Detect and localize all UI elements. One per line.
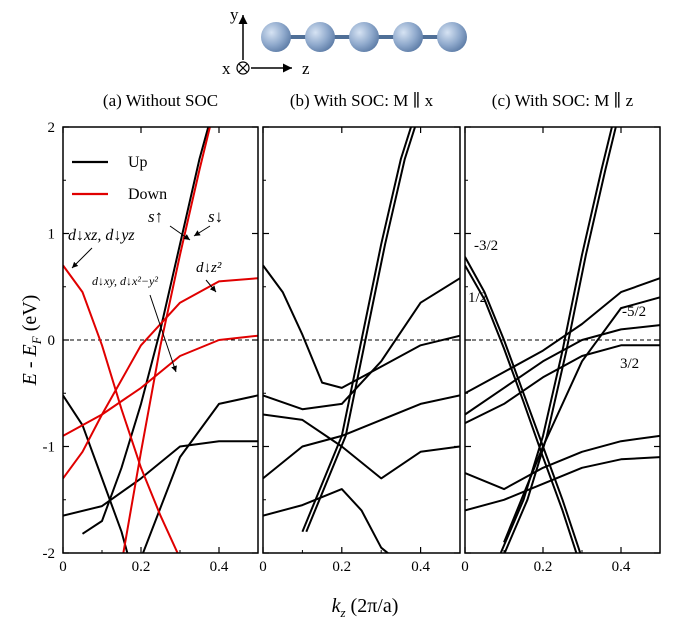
y-axis-label-sub: F [29,335,44,345]
x-tick-label: 0.2 [132,559,151,575]
panels: (a) Without SOC 0 0.2 0.4 -2 -1 0 1 2 Up Down d↓xz,… [43,91,661,575]
inset-x-axis-symbol [236,61,250,75]
chart-panel: (b) With SOC: M ∥ x 0 0.2 0.4 [259,91,461,575]
band-line [503,296,660,543]
x-tick-label: 0 [461,559,469,575]
panel-title: (b) With SOC: M ∥ x [290,91,434,110]
x-axis-label: kz (2π/a) [332,595,399,620]
y-axis-label-main: E - E [19,344,41,386]
x-tick-label: 0 [59,559,67,575]
band-line [465,434,660,491]
annotation-arrow [71,247,93,269]
spin-label: -5/2 [622,304,646,320]
y-axis-label-rest: (eV) [19,295,41,337]
atom-sphere [393,22,423,52]
annotation-arrow [169,225,191,241]
y-tick-label: -1 [43,440,56,456]
spin-label: -3/2 [474,238,498,254]
panel-title: (c) With SOC: M ∥ z [492,91,634,110]
band-line [141,394,258,553]
band-line [263,277,460,411]
y-tick-label: 0 [48,333,56,349]
atom-sphere [261,22,291,52]
band-line [63,264,179,553]
band-line [263,413,460,480]
series-group [263,127,460,553]
y-tick-label: 1 [48,227,56,243]
series-group [465,127,660,553]
annotation-arrow [193,225,211,237]
x-axis-label-rest: (2π/a) [346,595,399,617]
orbital-annotation: s↑ [148,207,163,226]
band-line [465,264,578,553]
inset-z-label: z [302,59,310,78]
band-line [503,127,617,553]
legend-label: Down [128,186,167,203]
band-line [301,127,413,533]
band-line [305,127,417,533]
band-line [263,394,460,480]
x-tick-label: 0.4 [612,559,631,575]
atom-chain [261,22,467,52]
x-tick-label: 0.2 [332,559,351,575]
x-axis-label-main: k [332,595,342,617]
x-axis-label-sub: z [339,605,345,620]
spin-label: 3/2 [620,356,639,372]
x-symbol-stroke-2 [238,63,248,73]
orbital-annotation: d↓xy, d↓x²−y² [92,274,158,288]
atom-sphere [349,22,379,52]
x-tick-label: 0.4 [210,559,229,575]
structure-inset: y x z [222,5,467,78]
band-line [63,440,258,517]
band-line [465,456,660,512]
y-tick-label: 2 [48,120,56,136]
band-line [63,334,258,437]
annotation-arrow [205,279,217,293]
inset-x-label: x [222,59,231,78]
x-tick-label: 0.2 [534,559,553,575]
inset-y-label: y [230,5,239,24]
orbital-annotation: d↓z² [196,260,222,276]
band-line [499,127,613,553]
y-axis-label: E - EF (eV) [19,295,44,387]
orbital-annotation: s↓ [208,207,223,226]
x-tick-label: 0.4 [411,559,430,575]
legend-label: Up [128,154,148,171]
atom-sphere [305,22,335,52]
x-tick-label: 0 [259,559,267,575]
chart-panel: (c) With SOC: M ∥ z 0 0.2 0.4 -3/2 1/2 -5/2 3/2 [461,91,661,575]
spin-label: 1/2 [468,290,487,306]
band-line [122,127,211,553]
band-line [465,277,660,395]
annotation-arrow [149,294,177,373]
series-group [63,127,258,553]
band-line [63,277,258,479]
band-line [81,127,210,535]
orbital-annotation: d↓xz, d↓yz [68,227,135,244]
panel-title: (a) Without SOC [103,91,218,110]
atom-sphere [437,22,467,52]
chart-panel: (a) Without SOC 0 0.2 0.4 -2 -1 0 1 2 Up Down d↓xz,… [43,91,259,575]
band-line [263,488,390,553]
y-tick-label: -2 [43,546,56,562]
band-line [465,256,582,553]
band-line [263,264,460,389]
